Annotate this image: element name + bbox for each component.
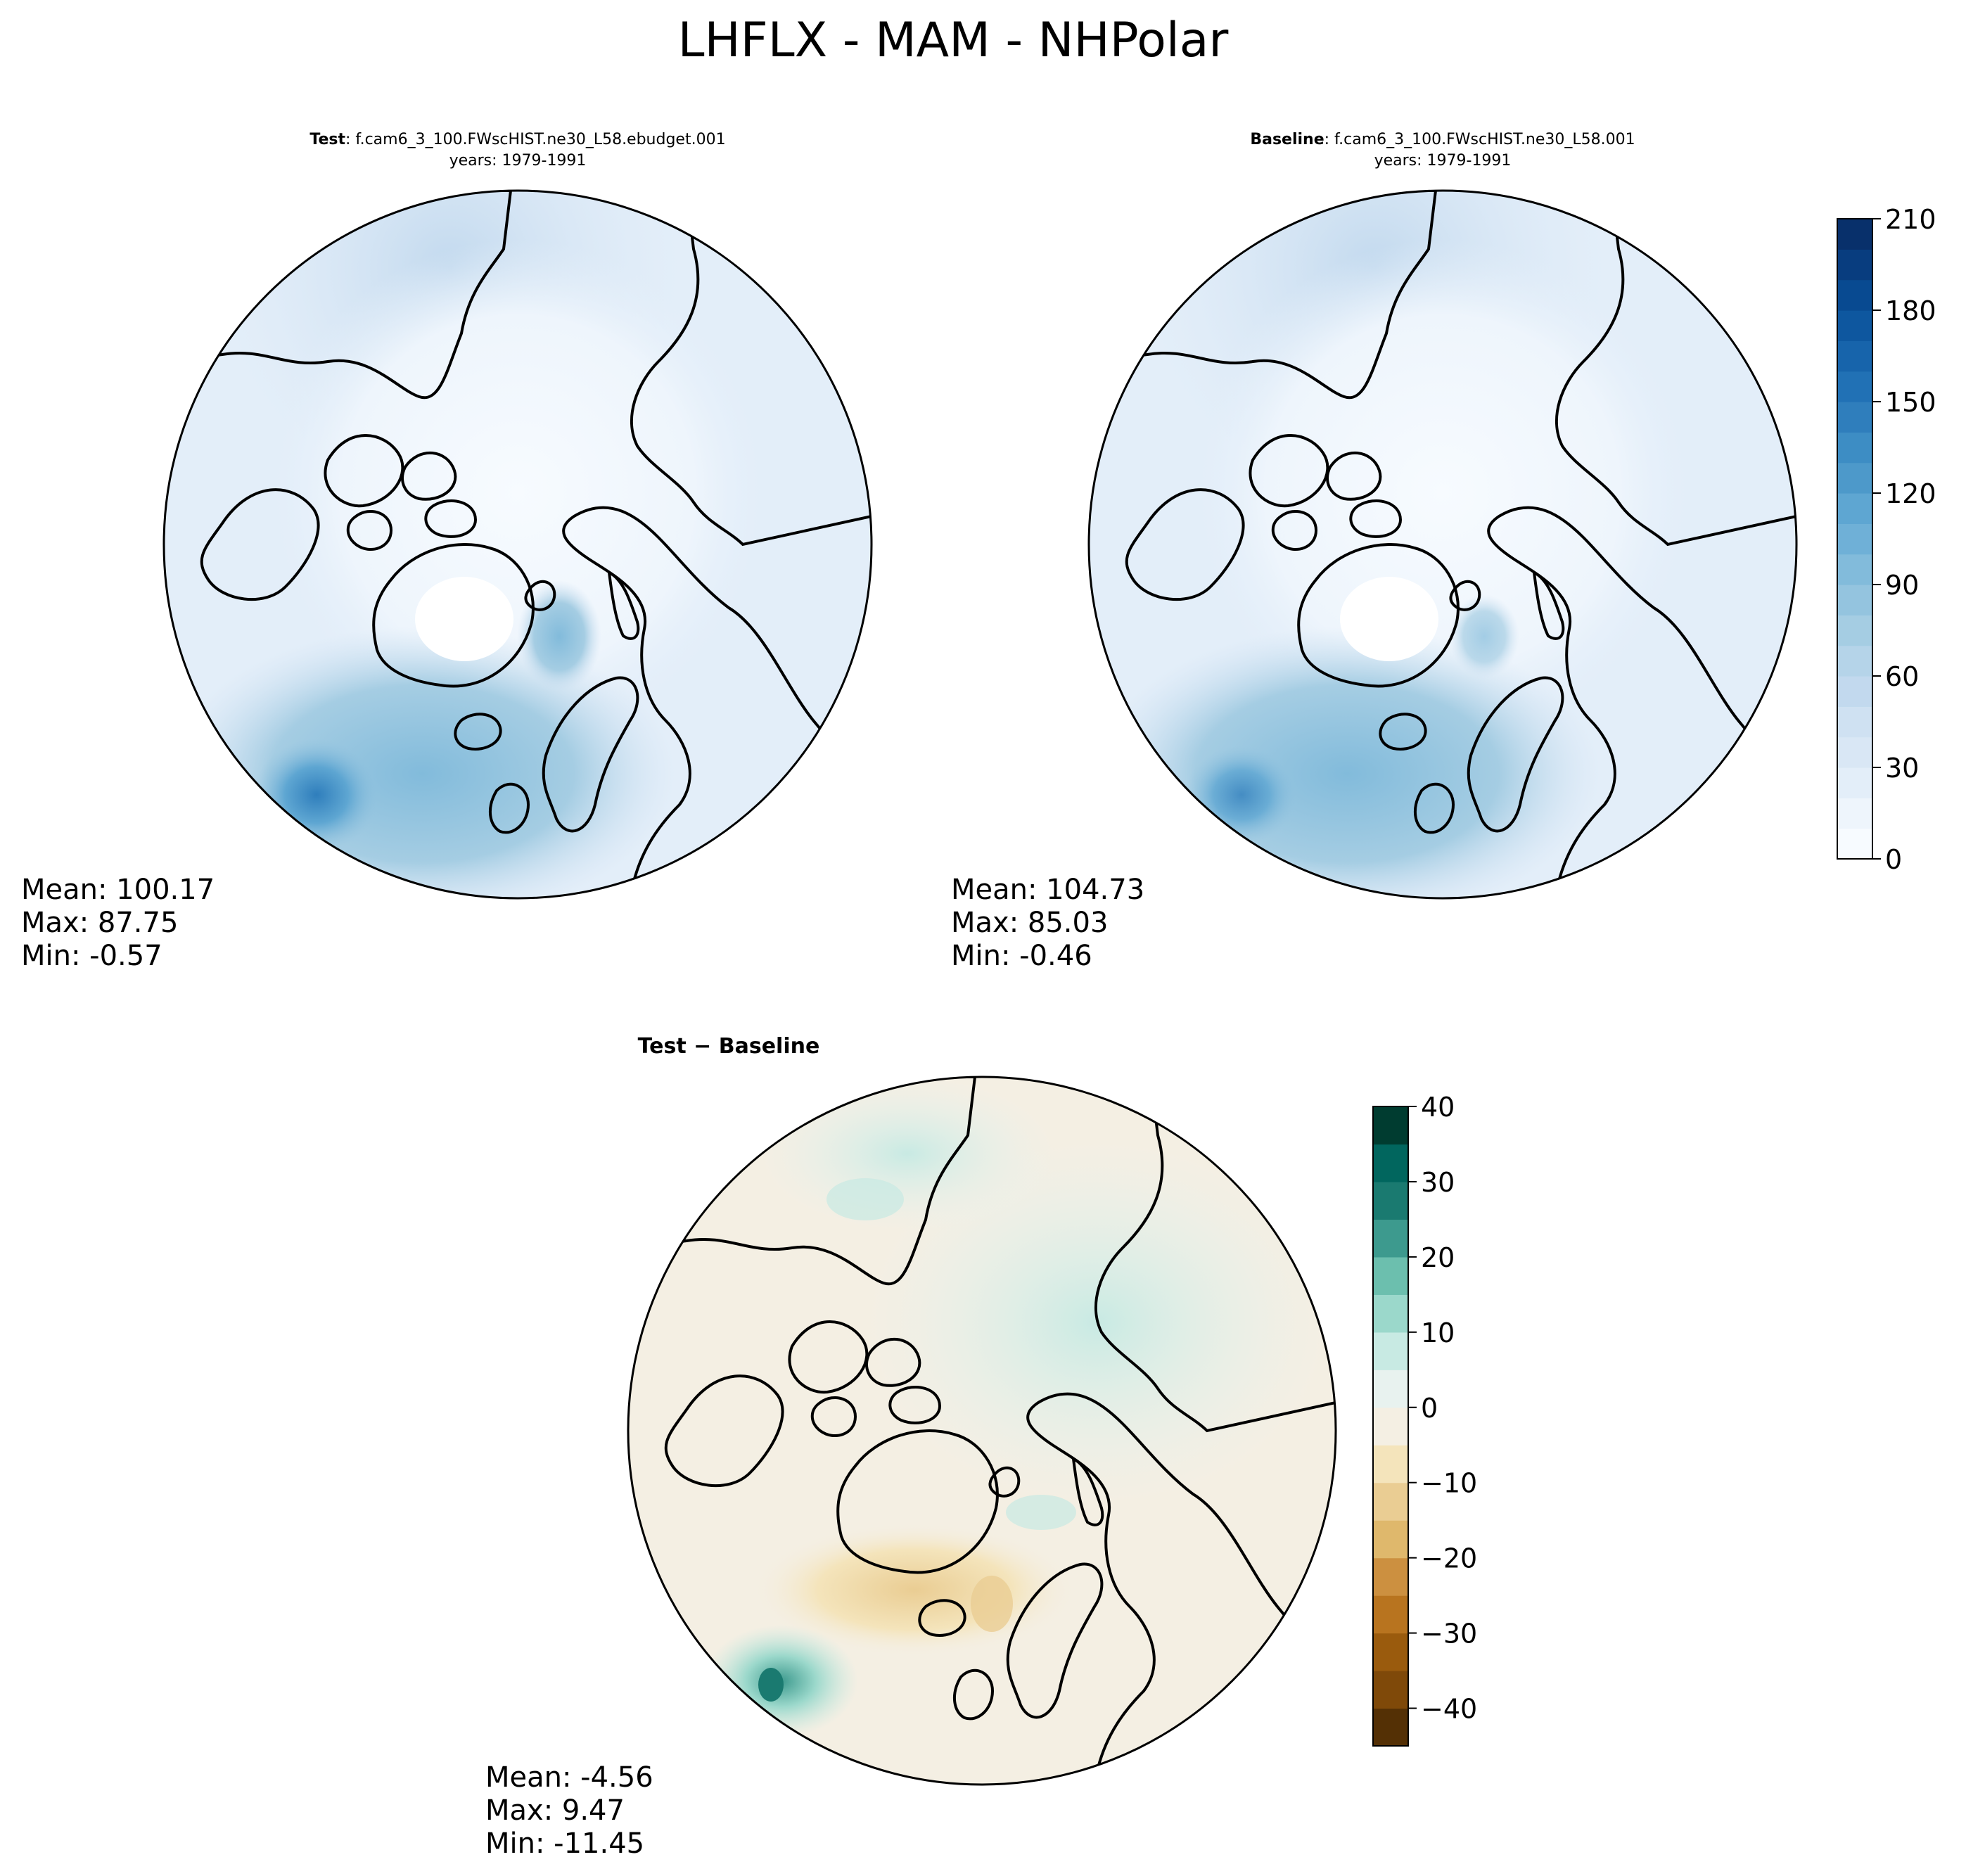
colorbar-main-frame — [1837, 218, 1873, 860]
panel-baseline-map — [1089, 191, 1796, 898]
panel-difference-map — [628, 1077, 1336, 1785]
panel-baseline-min: Min: -0.46 — [951, 940, 1092, 972]
colorbar-diff-frame — [1372, 1106, 1409, 1747]
figure-title: LHFLX - MAM - NHPolar — [678, 13, 1229, 68]
colorbar-main-segment — [1837, 554, 1872, 585]
panel-test-title-rest: : f.cam6_3_100.FWscHIST.ne30_L58.ebudget… — [345, 131, 726, 148]
colorbar-main-tick-label: 30 — [1885, 753, 1919, 784]
colorbar-diff-segment — [1373, 1332, 1408, 1370]
colorbar-main-segment — [1837, 249, 1872, 281]
panel-test: Test: f.cam6_3_100.FWscHIST.ne30_L58.ebu… — [21, 131, 873, 972]
colorbar-main-segment — [1837, 615, 1872, 646]
colorbar-diff-segment — [1373, 1595, 1408, 1634]
colorbar-diff-segment — [1373, 1219, 1408, 1258]
panel-test-max: Max: 87.75 — [21, 907, 178, 939]
panel-baseline-title-rest: : f.cam6_3_100.FWscHIST.ne30_L58.001 — [1325, 131, 1635, 148]
panel-test-mean: Mean: 100.17 — [21, 874, 215, 906]
colorbar-main-segment — [1837, 340, 1872, 372]
panel-difference: Test − Baseline Mean: -4.56 Max: 9.47 Mi… — [485, 1034, 1337, 1860]
colorbar-diff-segment — [1373, 1671, 1408, 1709]
panel-baseline-title: Baseline: f.cam6_3_100.FWscHIST.ne30_L58… — [1250, 131, 1635, 148]
colorbar-diff: 40 30 20 10 0 −10 −20 −30 −40 — [1372, 1092, 1477, 1747]
panel-test-boundary — [162, 189, 873, 900]
colorbar-diff-segment — [1373, 1370, 1408, 1408]
panel-test-subtitle: years: 1979-1991 — [449, 152, 587, 170]
colorbar-diff-tick-label: −40 — [1421, 1694, 1477, 1725]
colorbar-diff-segment — [1373, 1557, 1408, 1596]
panel-difference-max: Max: 9.47 — [485, 1794, 625, 1827]
colorbar-main-segment — [1837, 523, 1872, 555]
panel-baseline-boundary — [1087, 189, 1798, 900]
colorbar-diff-segment — [1373, 1407, 1408, 1446]
panel-baseline-title-bold: Baseline — [1250, 131, 1324, 148]
colorbar-main-segment — [1837, 767, 1872, 798]
colorbar-main-tick-label: 150 — [1885, 387, 1936, 418]
colorbar-main-segment — [1837, 371, 1872, 402]
colorbar-main: 0 30 60 90 120 150 180 210 — [1837, 204, 1936, 875]
colorbar-diff-segment — [1373, 1633, 1408, 1671]
panel-difference-min: Min: -11.45 — [485, 1827, 644, 1860]
colorbar-main-segment — [1837, 736, 1872, 768]
colorbar-diff-tick-label: 10 — [1421, 1317, 1455, 1348]
colorbar-main-segment — [1837, 219, 1872, 250]
panel-test-min: Min: -0.57 — [21, 940, 162, 972]
colorbar-diff-segment — [1373, 1445, 1408, 1483]
colorbar-diff-segment — [1373, 1106, 1408, 1145]
panel-baseline-mean: Mean: 104.73 — [951, 874, 1144, 906]
colorbar-main-tick-label: 60 — [1885, 661, 1919, 692]
colorbar-main-tick-label: 210 — [1885, 204, 1936, 235]
colorbar-main-tick-label: 0 — [1885, 844, 1902, 875]
colorbar-main-segment — [1837, 462, 1872, 494]
colorbar-diff-segment — [1373, 1256, 1408, 1295]
colorbar-main-segment — [1837, 676, 1872, 707]
colorbar-diff-tick-label: 0 — [1421, 1393, 1438, 1424]
colorbar-diff-segment — [1373, 1520, 1408, 1559]
colorbar-main-segment — [1837, 402, 1872, 433]
colorbar-main-tick-label: 90 — [1885, 570, 1919, 601]
colorbar-main-tick-label: 180 — [1885, 295, 1936, 326]
colorbar-main-segment — [1837, 645, 1872, 677]
colorbar-main-segment — [1837, 279, 1872, 311]
colorbar-diff-tick-label: −30 — [1421, 1619, 1477, 1650]
panel-baseline-subtitle: years: 1979-1991 — [1374, 152, 1512, 170]
panel-difference-boundary — [627, 1076, 1337, 1786]
colorbar-main-segment — [1837, 493, 1872, 524]
colorbar-diff-tick-label: −20 — [1421, 1543, 1477, 1574]
panel-baseline: Baseline: f.cam6_3_100.FWscHIST.ne30_L58… — [951, 131, 1798, 972]
colorbar-main-segment — [1837, 310, 1872, 341]
colorbar-main-tick-label: 120 — [1885, 478, 1936, 509]
panel-test-title-bold: Test — [309, 131, 345, 148]
colorbar-diff-segment — [1373, 1482, 1408, 1521]
colorbar-diff-segment — [1373, 1294, 1408, 1333]
colorbar-diff-tick-label: 30 — [1421, 1167, 1455, 1198]
panel-test-title: Test: f.cam6_3_100.FWscHIST.ne30_L58.ebu… — [309, 131, 725, 148]
colorbar-main-segment — [1837, 585, 1872, 615]
colorbar-main-segment — [1837, 432, 1872, 464]
panel-baseline-max: Max: 85.03 — [951, 907, 1108, 939]
colorbar-main-segment — [1837, 828, 1872, 860]
colorbar-diff-tick-label: −10 — [1421, 1468, 1477, 1499]
panel-difference-mean: Mean: -4.56 — [485, 1761, 653, 1794]
colorbar-diff-segment — [1373, 1144, 1408, 1182]
panel-difference-title: Test − Baseline — [638, 1034, 820, 1059]
colorbar-main-segment — [1837, 706, 1872, 738]
colorbar-diff-tick-label: 20 — [1421, 1242, 1455, 1273]
colorbar-main-segment — [1837, 798, 1872, 829]
colorbar-diff-tick-label: 40 — [1421, 1092, 1455, 1123]
colorbar-diff-segment — [1373, 1181, 1408, 1220]
colorbar-diff-segment — [1373, 1708, 1408, 1747]
